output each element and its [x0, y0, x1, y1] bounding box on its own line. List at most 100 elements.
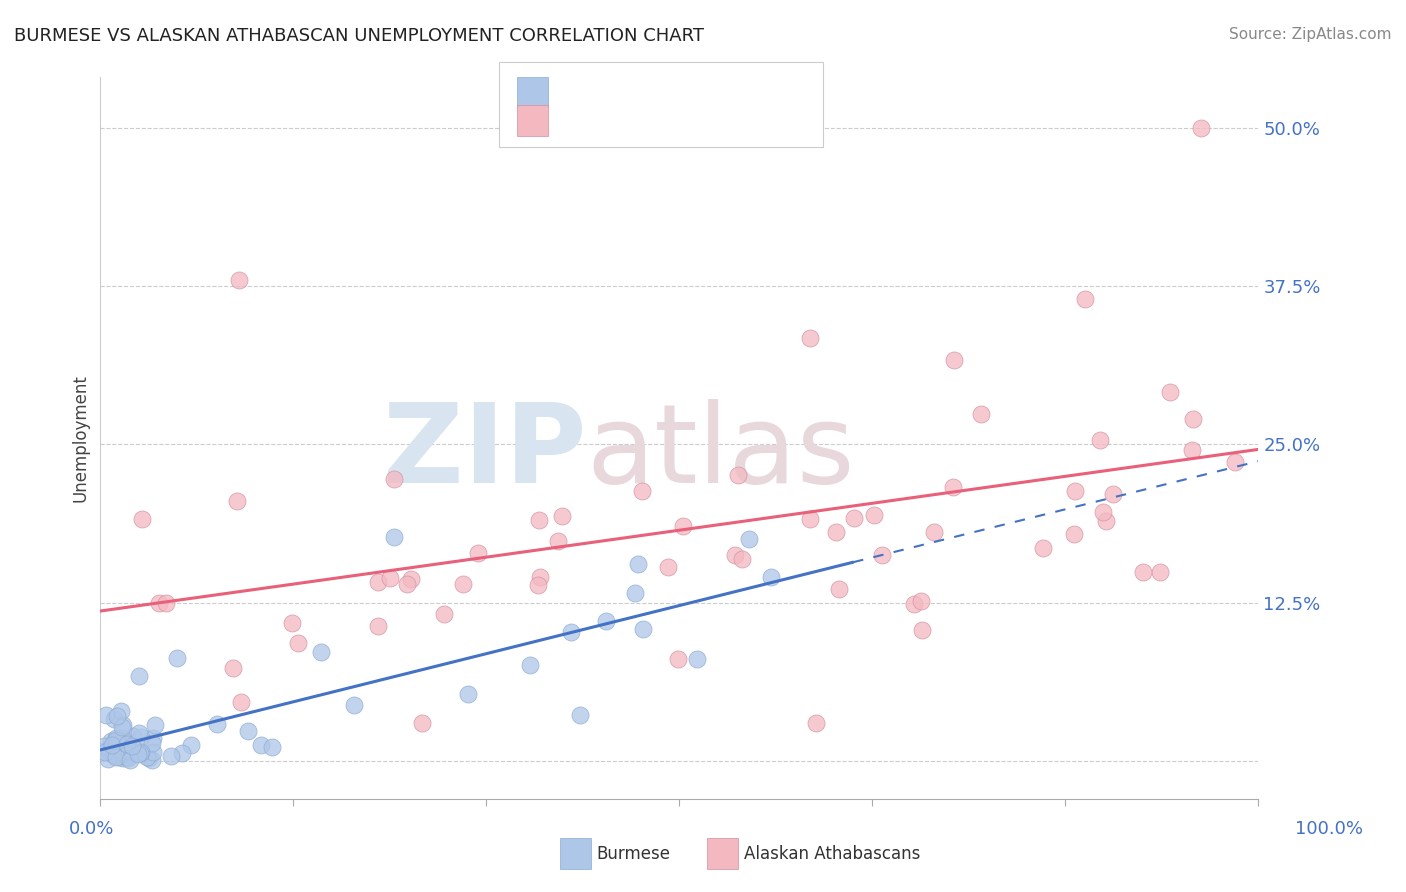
Point — [1102, 487, 1125, 501]
Point — [903, 597, 925, 611]
Point — [143, 718, 166, 732]
Point — [686, 651, 709, 665]
Point — [236, 724, 259, 739]
Point — [107, 750, 129, 764]
Point — [595, 614, 617, 628]
Point — [922, 525, 945, 540]
Point — [863, 508, 886, 522]
Point — [94, 708, 117, 723]
Text: Source: ZipAtlas.com: Source: ZipAtlas.com — [1229, 27, 1392, 42]
Point — [105, 731, 128, 745]
Point — [519, 657, 541, 672]
Point — [141, 753, 163, 767]
Point — [104, 732, 127, 747]
Point — [799, 331, 821, 345]
Point — [343, 698, 366, 712]
Point — [1091, 504, 1114, 518]
Point — [103, 712, 125, 726]
Point — [827, 582, 849, 596]
Point — [112, 751, 135, 765]
Point — [1064, 484, 1087, 499]
Point — [672, 518, 695, 533]
Point — [395, 577, 418, 591]
Point — [127, 747, 149, 761]
Point — [104, 749, 127, 764]
Point — [804, 715, 827, 730]
Point — [166, 651, 188, 665]
Point — [1063, 527, 1085, 541]
Point — [129, 746, 152, 760]
Point — [120, 753, 142, 767]
Text: BURMESE VS ALASKAN ATHABASCAN UNEMPLOYMENT CORRELATION CHART: BURMESE VS ALASKAN ATHABASCAN UNEMPLOYME… — [14, 27, 704, 45]
Point — [142, 731, 165, 745]
Point — [129, 730, 152, 744]
Point — [111, 717, 134, 731]
Point — [111, 736, 134, 750]
Point — [727, 468, 749, 483]
Point — [148, 596, 170, 610]
Text: 0.0%: 0.0% — [69, 820, 114, 838]
Point — [870, 548, 893, 562]
Text: R =  0.448   N = 62: R = 0.448 N = 62 — [557, 112, 727, 129]
Point — [382, 530, 405, 544]
Point — [1223, 455, 1246, 469]
Point — [724, 548, 747, 562]
Point — [103, 747, 125, 762]
Point — [229, 695, 252, 709]
Text: atlas: atlas — [586, 399, 855, 506]
Point — [105, 746, 128, 760]
Point — [207, 717, 229, 731]
Point — [93, 739, 115, 754]
Text: Alaskan Athabascans: Alaskan Athabascans — [744, 845, 920, 863]
Point — [666, 652, 689, 666]
Point — [1182, 412, 1205, 426]
Point — [1088, 433, 1111, 447]
Point — [112, 738, 135, 752]
Point — [111, 720, 134, 734]
Point — [560, 625, 582, 640]
Point — [703, 121, 725, 136]
Point — [129, 745, 152, 759]
Point — [451, 577, 474, 591]
Point — [120, 743, 142, 757]
Point — [131, 512, 153, 526]
Point — [382, 472, 405, 486]
Text: ZIP: ZIP — [384, 399, 586, 506]
Point — [631, 484, 654, 499]
Point — [367, 575, 389, 590]
Point — [117, 750, 139, 764]
Point — [433, 607, 456, 622]
Point — [526, 578, 548, 592]
Point — [110, 731, 132, 745]
Point — [117, 744, 139, 758]
Point — [180, 738, 202, 752]
Point — [97, 752, 120, 766]
Point — [731, 552, 754, 566]
Point — [411, 715, 433, 730]
Point — [128, 726, 150, 740]
Point — [529, 570, 551, 584]
Point — [115, 737, 138, 751]
Text: Burmese: Burmese — [596, 845, 671, 863]
Point — [759, 570, 782, 584]
Y-axis label: Unemployment: Unemployment — [72, 374, 89, 502]
Point — [1074, 292, 1097, 306]
Point — [547, 534, 569, 549]
Point — [910, 593, 932, 607]
Point — [110, 704, 132, 718]
Point — [262, 739, 284, 754]
Point — [624, 586, 647, 600]
Point — [128, 669, 150, 683]
Point — [97, 745, 120, 759]
Point — [249, 739, 271, 753]
Point — [141, 736, 163, 750]
Point — [799, 512, 821, 526]
Point — [942, 480, 965, 494]
Point — [1181, 442, 1204, 457]
Point — [657, 560, 679, 574]
Point — [222, 661, 245, 675]
Point — [101, 738, 124, 752]
Point — [136, 750, 159, 764]
Point — [138, 751, 160, 765]
Point — [100, 743, 122, 757]
